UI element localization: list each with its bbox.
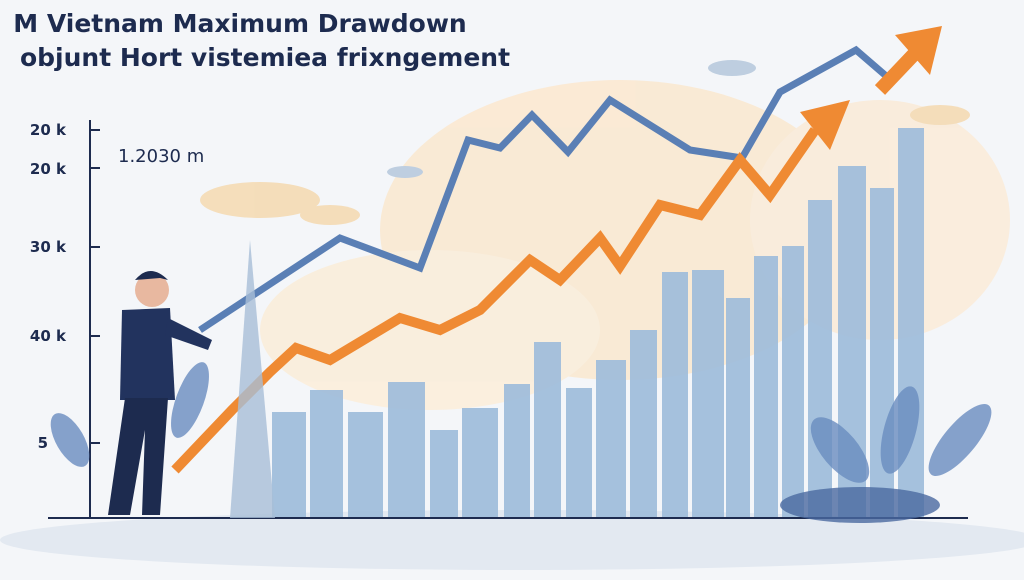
annotation: 1.2030 m [118,146,204,167]
hill [0,510,1024,570]
plants [50,240,992,523]
trend-lines [171,26,942,474]
axis-label: 20 k [30,160,67,178]
axis-label: 30 k [30,238,67,256]
title-line: objunt Hort vistemiea frixngement [20,43,510,72]
person [108,271,212,515]
axis-label: 40 k [30,327,67,345]
title-line: M Vietnam Maximum Drawdown [13,9,466,38]
axis-label: 20 k [30,121,67,139]
axis-label: 5 [38,434,48,452]
